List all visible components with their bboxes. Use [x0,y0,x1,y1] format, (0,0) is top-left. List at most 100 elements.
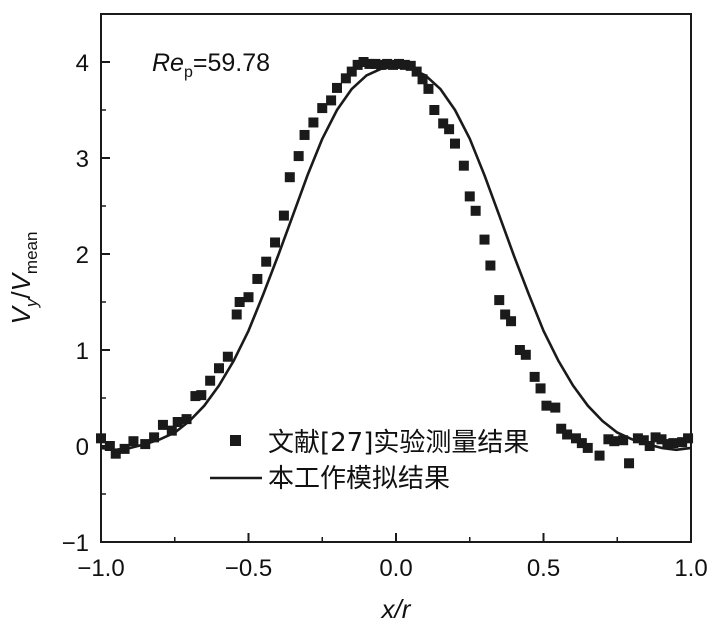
simulation-line-series [100,65,692,452]
data-point [464,191,475,202]
data-point [388,59,399,70]
data-point [231,309,242,320]
data-point [677,437,688,448]
y-tick-label: −1 [62,530,89,557]
data-point [535,383,546,394]
data-point [326,95,337,106]
data-point [252,273,263,284]
data-point [668,438,679,449]
data-point [594,450,605,461]
y-label-main: V [6,304,36,324]
data-point [541,400,552,411]
y-tick-label: 1 [76,338,89,365]
y-tick-label: 2 [76,242,89,269]
data-point [609,436,620,447]
x-tick-label: −1.0 [77,555,124,582]
y-axis-ticks: −1 0 1 2 3 4 [62,50,110,557]
data-point [438,118,449,129]
x-axis-ticks: −1.0 −0.5 0.0 0.5 1.0 [77,533,708,582]
data-point [423,83,434,94]
data-point [166,425,177,436]
data-point [479,234,490,245]
plot-frame [100,13,692,543]
data-point [243,292,254,303]
data-point [624,458,635,469]
y-tick-label: 4 [76,50,89,77]
data-point [650,432,661,443]
data-point [270,237,281,248]
data-point [450,138,460,149]
data-point [284,172,295,183]
legend-marker-scatter [230,435,241,446]
data-point [128,436,139,447]
data-point [429,105,440,115]
data-point [110,448,121,459]
data-point [340,73,351,84]
data-point [603,434,614,445]
data-point [261,256,272,267]
x-tick-label: 0.0 [379,555,412,582]
data-point [293,151,304,162]
data-point [382,58,393,69]
data-point [399,59,410,70]
data-point [234,297,245,307]
data-point [299,129,310,140]
annotation-value: =59.78 [193,49,270,77]
reynolds-annotation: Rep=59.78 [152,49,270,81]
x-tick-label: 1.0 [674,555,707,582]
data-point [104,441,115,451]
data-point [562,429,573,440]
data-point [376,59,387,70]
y-axis-label: Vy/Vmean [6,232,41,325]
data-point [157,419,168,430]
data-point [149,432,160,443]
data-point [500,309,511,320]
data-point [190,391,201,402]
data-point [556,423,567,434]
data-point [405,60,416,71]
data-point [370,58,381,69]
data-point [520,349,531,360]
data-point [317,103,328,114]
y-label-main-sub: y [22,297,41,308]
data-point [458,160,469,171]
data-point [632,433,643,444]
data-point [172,417,183,427]
data-point [278,210,289,221]
legend-label-line: 本工作模拟结果 [268,464,450,494]
data-point [550,402,561,413]
data-point [346,66,357,77]
data-point [582,442,593,453]
data-point [470,205,481,216]
data-point [214,363,224,374]
y-label-denom-sub: mean [22,232,41,275]
data-point [570,433,581,444]
data-point [140,439,151,450]
x-tick-label: −0.5 [225,555,272,582]
data-point [352,59,363,70]
legend: 文献[27]实验测量结果 本工作模拟结果 [210,428,529,494]
annotation-subscript: p [184,64,193,81]
data-point [514,345,525,355]
data-point [656,434,667,445]
annotation-main: Re [152,49,184,77]
x-tick-label: 0.5 [527,555,560,582]
data-point [485,260,496,271]
data-point [332,82,342,93]
data-point [683,433,694,444]
data-point [576,438,587,449]
legend-label-scatter: 文献[27]实验测量结果 [268,428,529,458]
data-point [417,74,428,85]
data-point [196,390,207,401]
data-point [494,295,505,306]
y-tick-label: 3 [76,146,89,173]
data-point [506,316,517,327]
data-point [411,66,422,77]
data-point [222,351,233,362]
y-tick-label: 0 [76,434,89,461]
data-point [205,375,216,386]
data-point [393,58,404,69]
simulation-line [100,65,692,452]
data-point [662,439,673,450]
data-point [364,58,375,69]
